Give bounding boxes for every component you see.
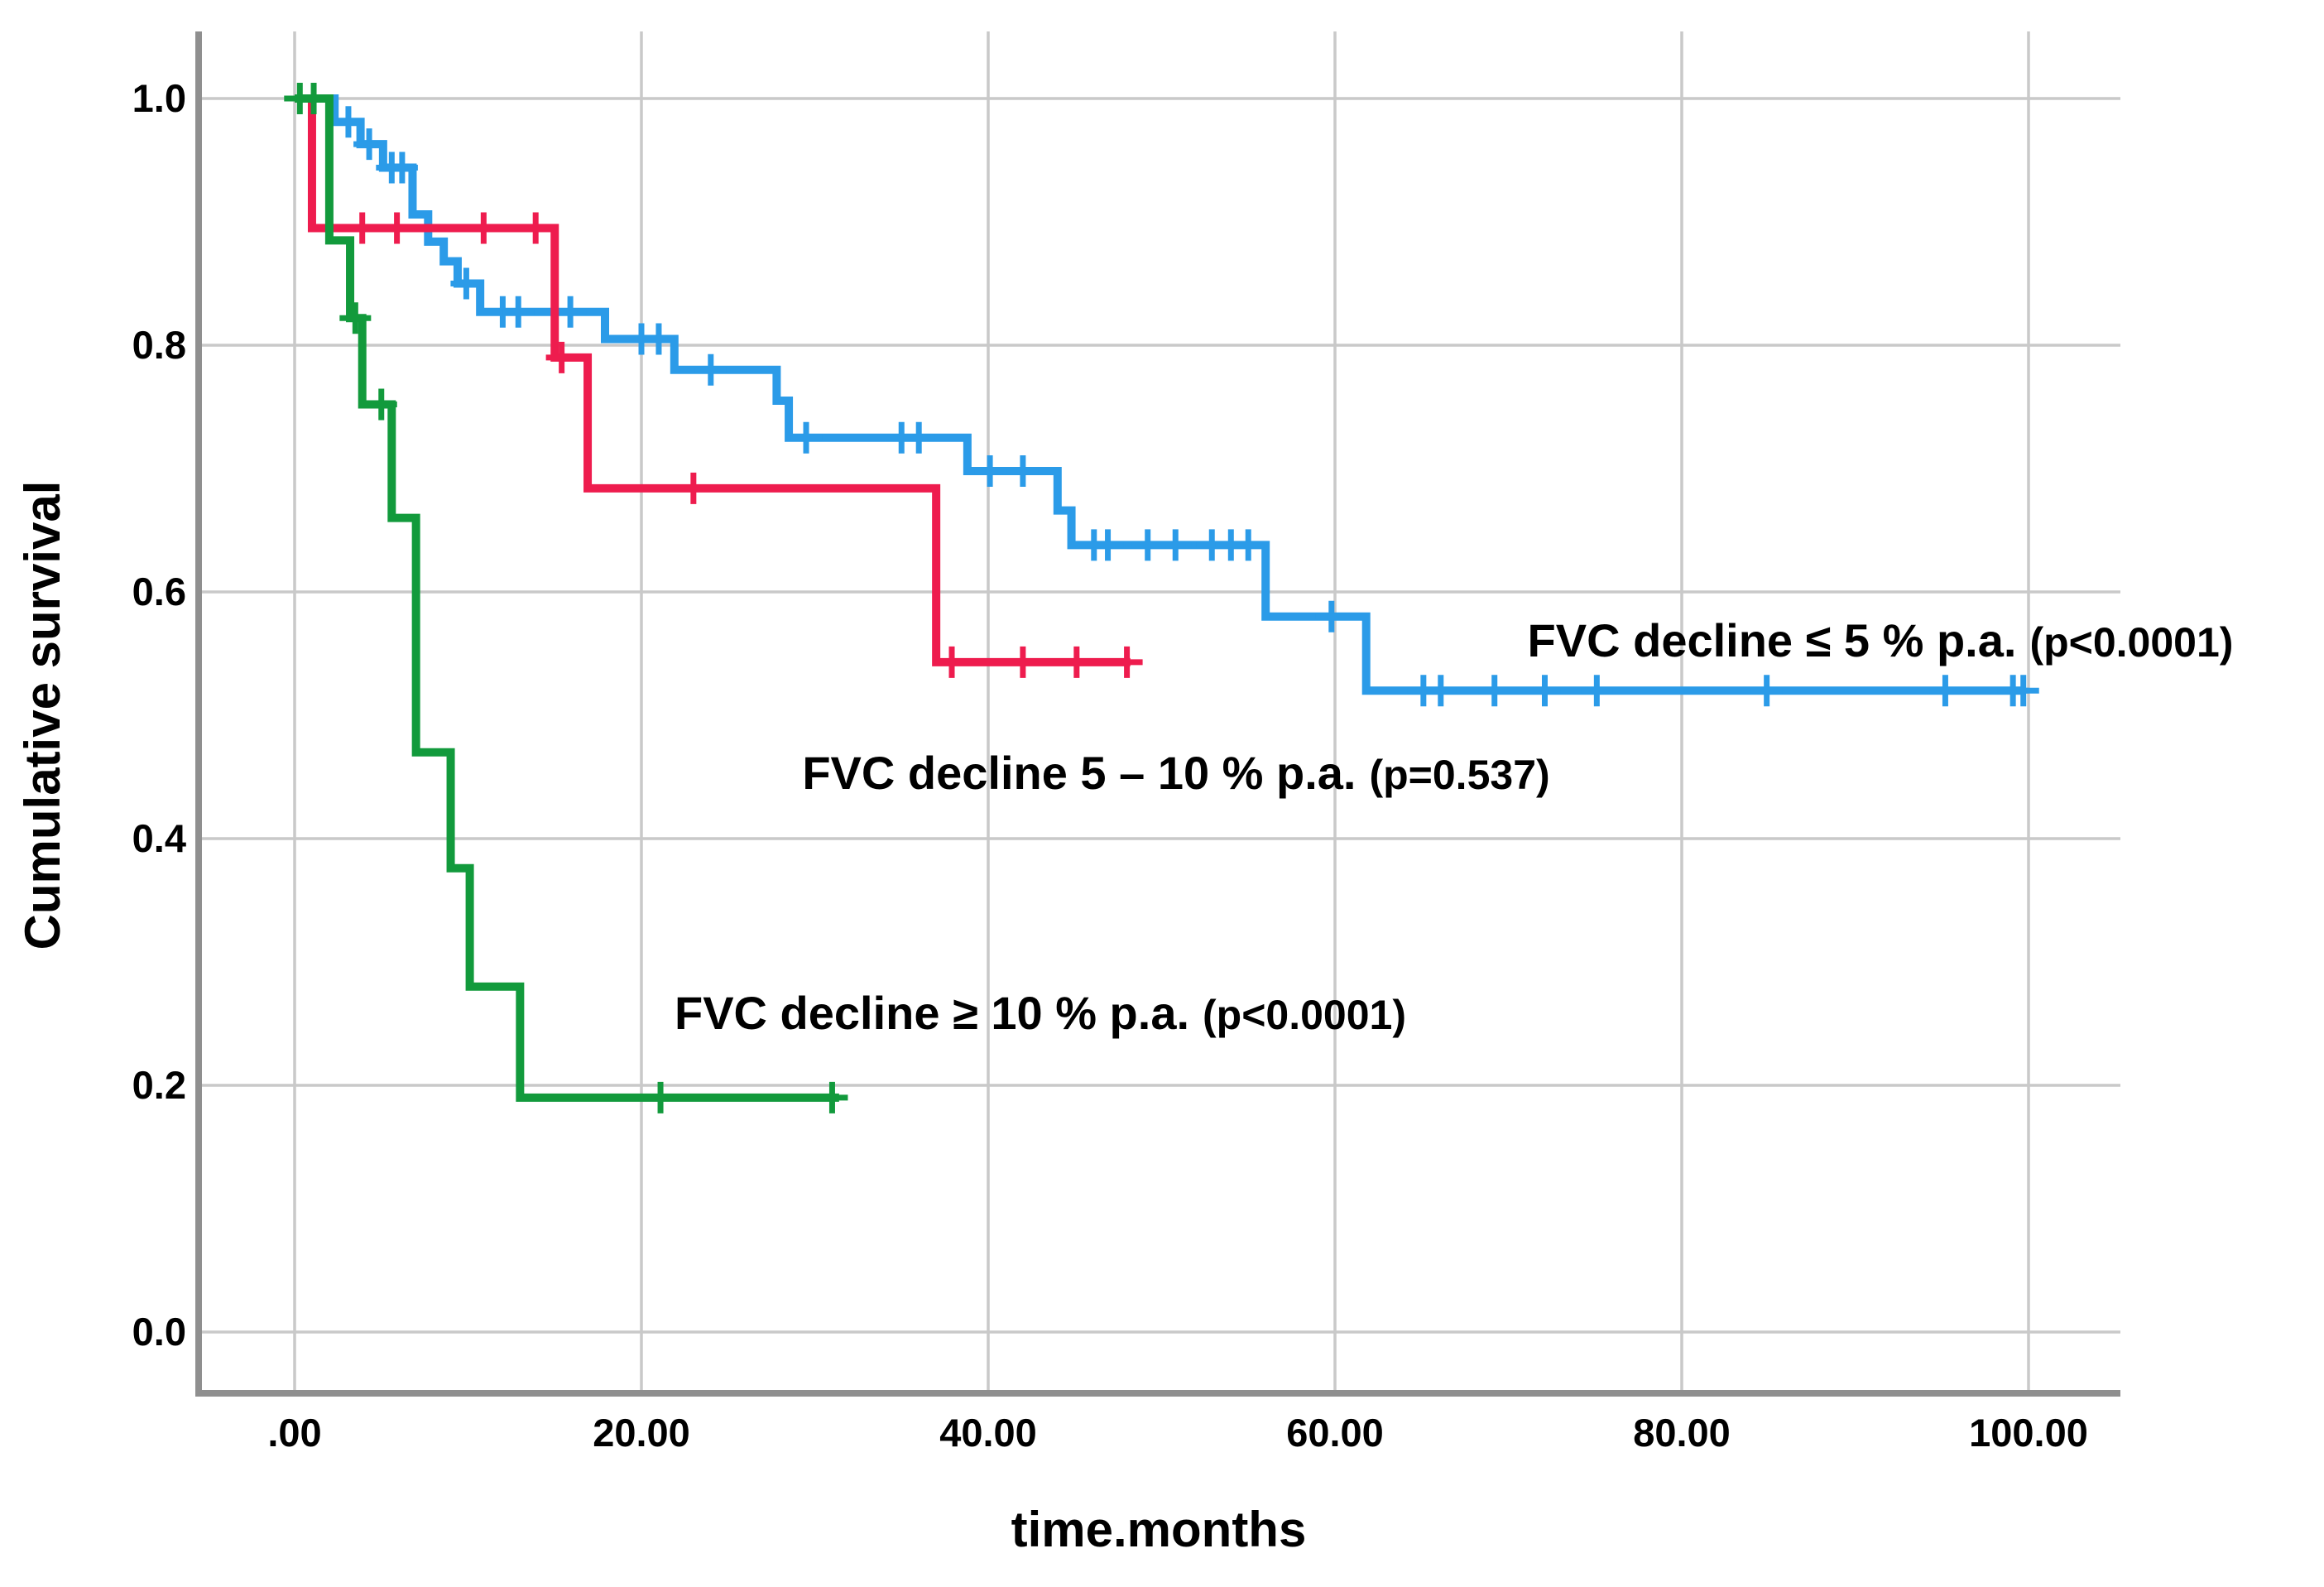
y-tick-label-3: 0.6 — [132, 570, 186, 613]
x-tick-label-2: 40.00 — [939, 1411, 1037, 1455]
x-axis-title: time.months — [1011, 1502, 1307, 1557]
km-curve-blue — [295, 94, 2025, 695]
y-axis-title: Cumulative survival — [15, 481, 70, 950]
axis-frame-layer — [195, 31, 2120, 1397]
x-tick-label-1: 20.00 — [593, 1411, 690, 1455]
y-tick-label-2: 0.4 — [132, 816, 186, 860]
x-tick-label-5: 100.00 — [1969, 1411, 2088, 1455]
annotation-red-series: FVC decline 5 – 10 % p.a. (p=0.537) — [802, 747, 1549, 799]
x-tick-label-3: 60.00 — [1286, 1411, 1384, 1455]
y-tick-label-0: 0.0 — [132, 1310, 186, 1354]
censor-marks-blue — [332, 106, 2039, 707]
censor-marks-red — [313, 212, 1143, 678]
annotation-blue-series: FVC decline ≤ 5 % p.a. (p<0.0001) — [1528, 614, 2234, 666]
y-tick-label-1: 0.2 — [132, 1063, 186, 1107]
censor-marks-green — [284, 83, 848, 1113]
y-tick-label-4: 0.8 — [132, 323, 186, 367]
annotation-green-series: FVC decline ≥ 10 % p.a. (p<0.0001) — [675, 987, 1406, 1039]
tick-labels-layer: .00 20.00 40.00 60.00 80.00 100.00 0.0 0.2 0.4 0.… — [132, 76, 2088, 1455]
x-tick-label-4: 80.00 — [1633, 1411, 1731, 1455]
survival-curves-layer — [284, 83, 2039, 1113]
km-curve-green — [295, 94, 839, 1102]
y-tick-label-5: 1.0 — [132, 76, 186, 120]
grid-layer — [201, 31, 2120, 1392]
x-tick-label-0: .00 — [267, 1411, 321, 1455]
